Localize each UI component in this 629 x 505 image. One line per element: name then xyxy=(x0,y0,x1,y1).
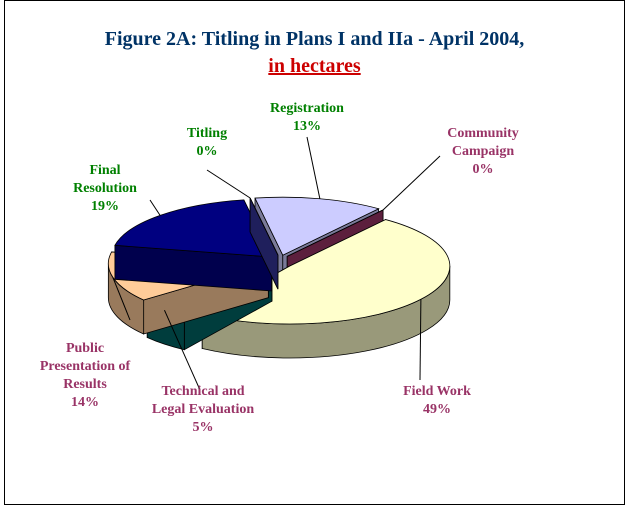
value-label: 5% xyxy=(192,420,214,435)
leader-line xyxy=(164,309,201,391)
value-label: 0% xyxy=(472,162,494,177)
leader-line xyxy=(382,155,441,211)
value-label: 0% xyxy=(196,144,218,159)
slice-label: Technical and Legal Evaluation 5% xyxy=(148,383,258,437)
category-label: Registration xyxy=(270,101,344,116)
slice-label: Field Work 49% xyxy=(387,383,487,419)
leader-line xyxy=(306,136,321,199)
value-label: 13% xyxy=(293,119,321,134)
category-label: Public Presentation of Results xyxy=(39,341,131,392)
category-label: Final Resolution xyxy=(73,163,137,196)
value-label: 14% xyxy=(71,395,99,410)
category-label: Community Campaign xyxy=(447,126,519,159)
category-label: Field Work xyxy=(403,384,471,399)
chart-title: Figure 2A: Titling in Plans I and IIa - … xyxy=(104,28,525,50)
leader-line xyxy=(419,299,422,381)
category-label: Technical and Legal Evaluation xyxy=(151,384,255,417)
slice-label: Community Campaign 0% xyxy=(433,125,533,179)
value-label: 49% xyxy=(423,402,451,417)
slice-label: Public Presentation of Results 14% xyxy=(30,340,140,412)
slice-top xyxy=(254,196,380,256)
leader-line xyxy=(149,199,161,216)
chart-subtitle: in hectares xyxy=(268,55,361,77)
slice-label: Titling 0% xyxy=(172,125,242,161)
leader-line xyxy=(206,169,251,199)
slice-top xyxy=(249,197,279,256)
slice xyxy=(249,197,279,290)
category-label: Titling xyxy=(186,126,228,141)
leader-line xyxy=(112,277,131,321)
slice-label: Final Resolution 19% xyxy=(60,162,150,216)
slice-top xyxy=(114,199,273,258)
slice-label: Registration 13% xyxy=(252,100,362,136)
value-label: 19% xyxy=(91,199,119,214)
